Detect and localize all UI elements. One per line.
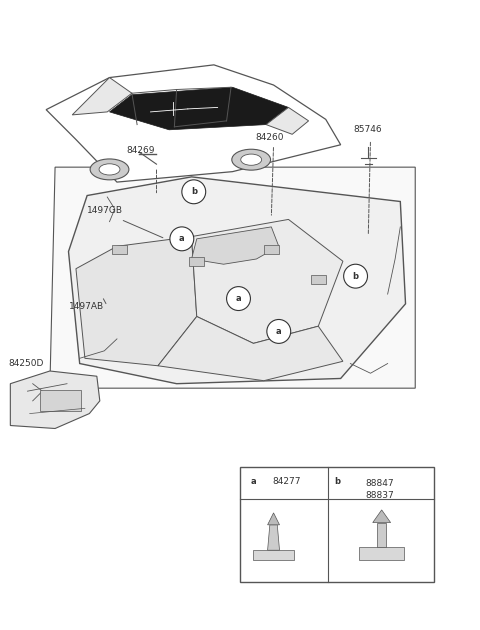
Circle shape: [244, 472, 263, 491]
Polygon shape: [46, 65, 341, 182]
Polygon shape: [76, 237, 197, 366]
Text: b: b: [353, 272, 359, 281]
Polygon shape: [252, 550, 294, 560]
Polygon shape: [267, 525, 279, 550]
Polygon shape: [266, 108, 309, 134]
Text: 1497AB: 1497AB: [69, 302, 104, 311]
Polygon shape: [267, 513, 279, 525]
Circle shape: [227, 287, 251, 311]
Text: a: a: [179, 234, 185, 243]
Circle shape: [327, 472, 347, 491]
Polygon shape: [192, 227, 279, 264]
Circle shape: [344, 264, 368, 288]
Bar: [112, 245, 127, 254]
Ellipse shape: [241, 154, 262, 165]
Polygon shape: [50, 167, 415, 388]
Text: 85746: 85746: [353, 125, 382, 134]
Text: 84277: 84277: [272, 477, 300, 486]
Circle shape: [170, 227, 194, 251]
Polygon shape: [158, 316, 343, 381]
Text: 84250D: 84250D: [9, 359, 44, 368]
Text: 1497GB: 1497GB: [87, 206, 123, 215]
Polygon shape: [192, 219, 343, 343]
Text: a: a: [251, 477, 256, 486]
Text: a: a: [276, 327, 282, 336]
Ellipse shape: [99, 164, 120, 175]
Circle shape: [267, 319, 291, 343]
Text: b: b: [334, 477, 340, 486]
Text: 88847: 88847: [366, 479, 395, 488]
Polygon shape: [377, 522, 386, 547]
Ellipse shape: [232, 149, 271, 170]
Polygon shape: [373, 510, 391, 522]
Ellipse shape: [90, 159, 129, 180]
Polygon shape: [360, 547, 404, 560]
Polygon shape: [72, 77, 132, 115]
Bar: [40, 390, 81, 411]
Circle shape: [182, 180, 206, 203]
Text: b: b: [191, 187, 197, 197]
Text: a: a: [236, 294, 241, 303]
Text: 84269: 84269: [127, 146, 155, 155]
Bar: [264, 245, 279, 254]
Bar: [189, 257, 204, 266]
Text: 88837: 88837: [366, 491, 395, 500]
Text: 84260: 84260: [255, 133, 283, 142]
Bar: [311, 275, 326, 284]
Polygon shape: [109, 88, 288, 130]
Polygon shape: [11, 371, 100, 428]
Polygon shape: [69, 177, 406, 384]
Bar: [240, 467, 434, 582]
